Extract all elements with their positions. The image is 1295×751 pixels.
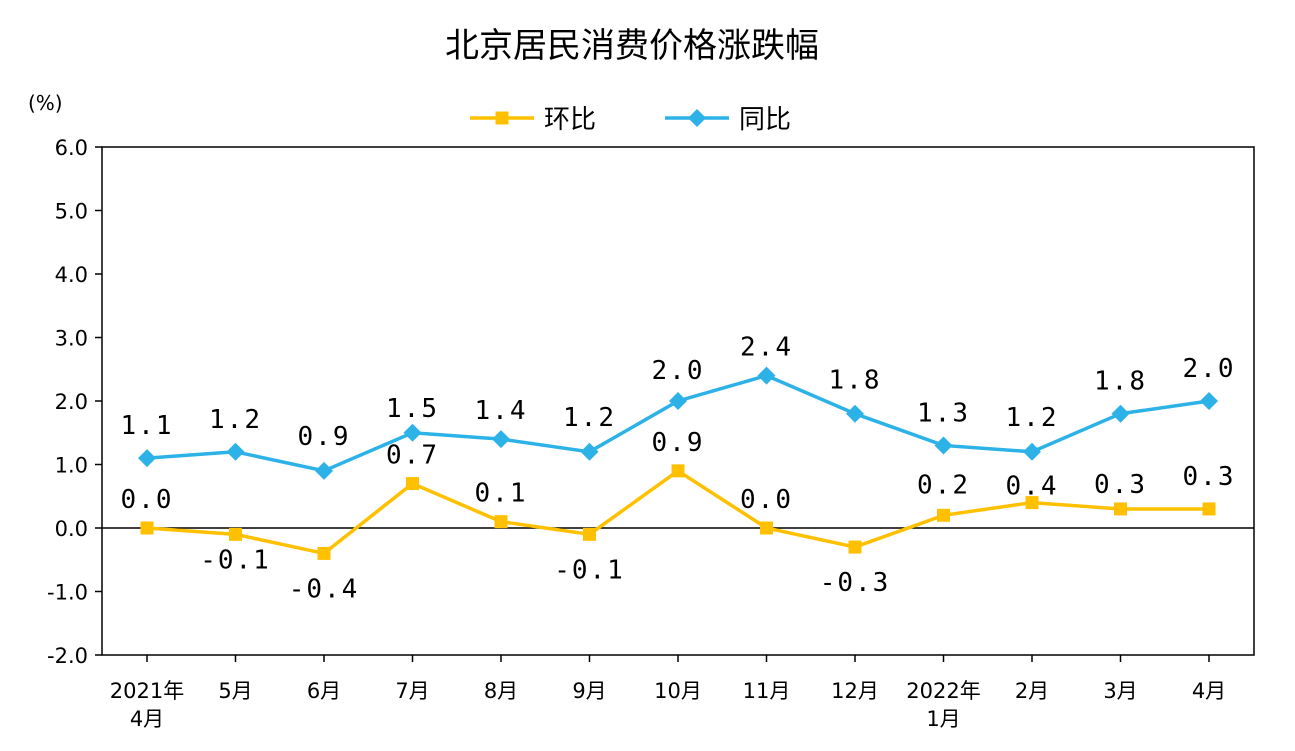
chart-title: 北京居民消费价格涨跌幅 xyxy=(445,26,819,66)
data-point-mom xyxy=(140,521,154,535)
y-tick-label: -2.0 xyxy=(47,644,88,668)
data-labels: 0.0 -0.1 -0.4 0.7 0.1 -0.1 0.9 0.0 -0.3 0.2 0.4 0.3… xyxy=(121,333,1236,605)
data-point-yoy xyxy=(1200,392,1218,410)
data-point-mom xyxy=(229,527,242,541)
unit-label: (%) xyxy=(28,91,63,115)
data-point-yoy xyxy=(757,366,776,385)
y-tick-label: 6.0 xyxy=(55,136,88,160)
y-axis: 6.0 5.0 4.0 3.0 2.0 1.0 0.0 -1.0 -2.0 xyxy=(47,136,102,668)
x-tick-label: 5月 xyxy=(218,679,252,703)
data-label-yoy: 1.2 xyxy=(1006,403,1059,433)
data-point-yoy xyxy=(138,449,156,468)
data-label-mom: 0.2 xyxy=(917,470,970,500)
x-tick-label: 12月 xyxy=(831,679,879,703)
data-label-mom: 0.9 xyxy=(652,428,705,458)
series-layer xyxy=(138,366,1218,560)
data-point-mom xyxy=(1114,502,1127,516)
y-tick-label: 3.0 xyxy=(55,327,88,351)
data-label-mom: 0.3 xyxy=(1094,470,1147,500)
data-point-yoy xyxy=(226,442,245,461)
x-axis: 2021年 4月 5月 6月 7月 8月 9月 10月 11月 12月 2022年 1月 2月 3月 4月 xyxy=(110,655,1226,731)
data-label-yoy: 1.5 xyxy=(386,394,439,424)
data-point-mom xyxy=(1025,496,1039,510)
data-point-yoy xyxy=(669,392,687,410)
data-label-yoy: 2.0 xyxy=(652,356,705,386)
data-point-mom xyxy=(760,521,773,535)
legend-square-marker xyxy=(495,111,509,125)
y-tick-label: 1.0 xyxy=(55,454,88,478)
data-point-yoy xyxy=(934,436,953,455)
data-label-mom: 0.4 xyxy=(1006,472,1059,502)
data-label-mom: 0.1 xyxy=(475,479,528,509)
data-point-mom xyxy=(937,508,950,522)
legend: 环比 同比 xyxy=(470,105,791,135)
data-point-yoy xyxy=(1111,404,1130,423)
x-tick-label: 2月 xyxy=(1015,679,1049,703)
data-label-yoy: 1.8 xyxy=(1094,367,1147,397)
data-label-yoy: 0.9 xyxy=(298,422,351,452)
x-tick-label: 3月 xyxy=(1103,679,1137,703)
legend-diamond-marker xyxy=(688,109,706,127)
y-tick-label: -1.0 xyxy=(47,581,88,605)
x-tick-label: 9月 xyxy=(572,679,606,703)
data-label-yoy: 1.4 xyxy=(475,396,528,426)
data-label-mom: -0.3 xyxy=(820,568,891,598)
data-point-yoy xyxy=(315,461,333,480)
x-tick-label: 4月 xyxy=(1192,679,1226,703)
data-point-yoy xyxy=(403,423,422,442)
data-label-yoy: 2.0 xyxy=(1183,354,1236,384)
y-tick-label: 5.0 xyxy=(55,200,88,224)
x-tick-label: 2022年 xyxy=(906,679,980,703)
data-point-yoy xyxy=(846,404,864,423)
legend-label: 环比 xyxy=(544,105,596,135)
data-point-mom xyxy=(317,546,331,560)
data-point-yoy xyxy=(580,442,599,461)
data-point-mom xyxy=(406,477,419,491)
x-tick-label: 2021年 xyxy=(110,679,184,703)
x-tick-label: 1月 xyxy=(926,707,960,731)
data-label-mom: -0.1 xyxy=(200,545,271,575)
y-tick-label: 2.0 xyxy=(55,390,88,414)
x-tick-label: 7月 xyxy=(395,679,429,703)
data-point-mom xyxy=(848,540,862,554)
data-label-mom: 0.0 xyxy=(740,485,793,515)
y-tick-label: 0.0 xyxy=(55,517,88,541)
data-label-mom: 0.7 xyxy=(386,441,439,471)
data-label-yoy: 1.3 xyxy=(917,398,970,428)
data-point-mom xyxy=(494,515,508,529)
x-tick-label: 8月 xyxy=(484,679,518,703)
y-tick-label: 4.0 xyxy=(55,263,88,287)
data-label-mom: 0.3 xyxy=(1183,462,1236,492)
data-label-mom: -0.4 xyxy=(289,574,360,604)
data-point-yoy xyxy=(1023,442,1041,461)
x-tick-label: 6月 xyxy=(307,679,341,703)
x-tick-label: 11月 xyxy=(743,679,791,703)
x-tick-label: 10月 xyxy=(654,679,702,703)
data-label-yoy: 1.2 xyxy=(563,403,616,433)
data-point-mom xyxy=(1202,502,1216,516)
legend-label: 同比 xyxy=(739,105,791,135)
data-label-yoy: 1.2 xyxy=(209,405,262,435)
data-label-mom: 0.0 xyxy=(121,485,174,515)
data-label-mom: -0.1 xyxy=(554,555,625,585)
data-point-mom xyxy=(671,464,685,478)
data-label-yoy: 1.8 xyxy=(829,366,882,396)
x-tick-label: 4月 xyxy=(130,707,164,731)
data-point-yoy xyxy=(492,430,510,449)
data-point-mom xyxy=(583,527,596,541)
data-label-yoy: 1.1 xyxy=(121,411,174,441)
data-label-yoy: 2.4 xyxy=(740,333,793,363)
